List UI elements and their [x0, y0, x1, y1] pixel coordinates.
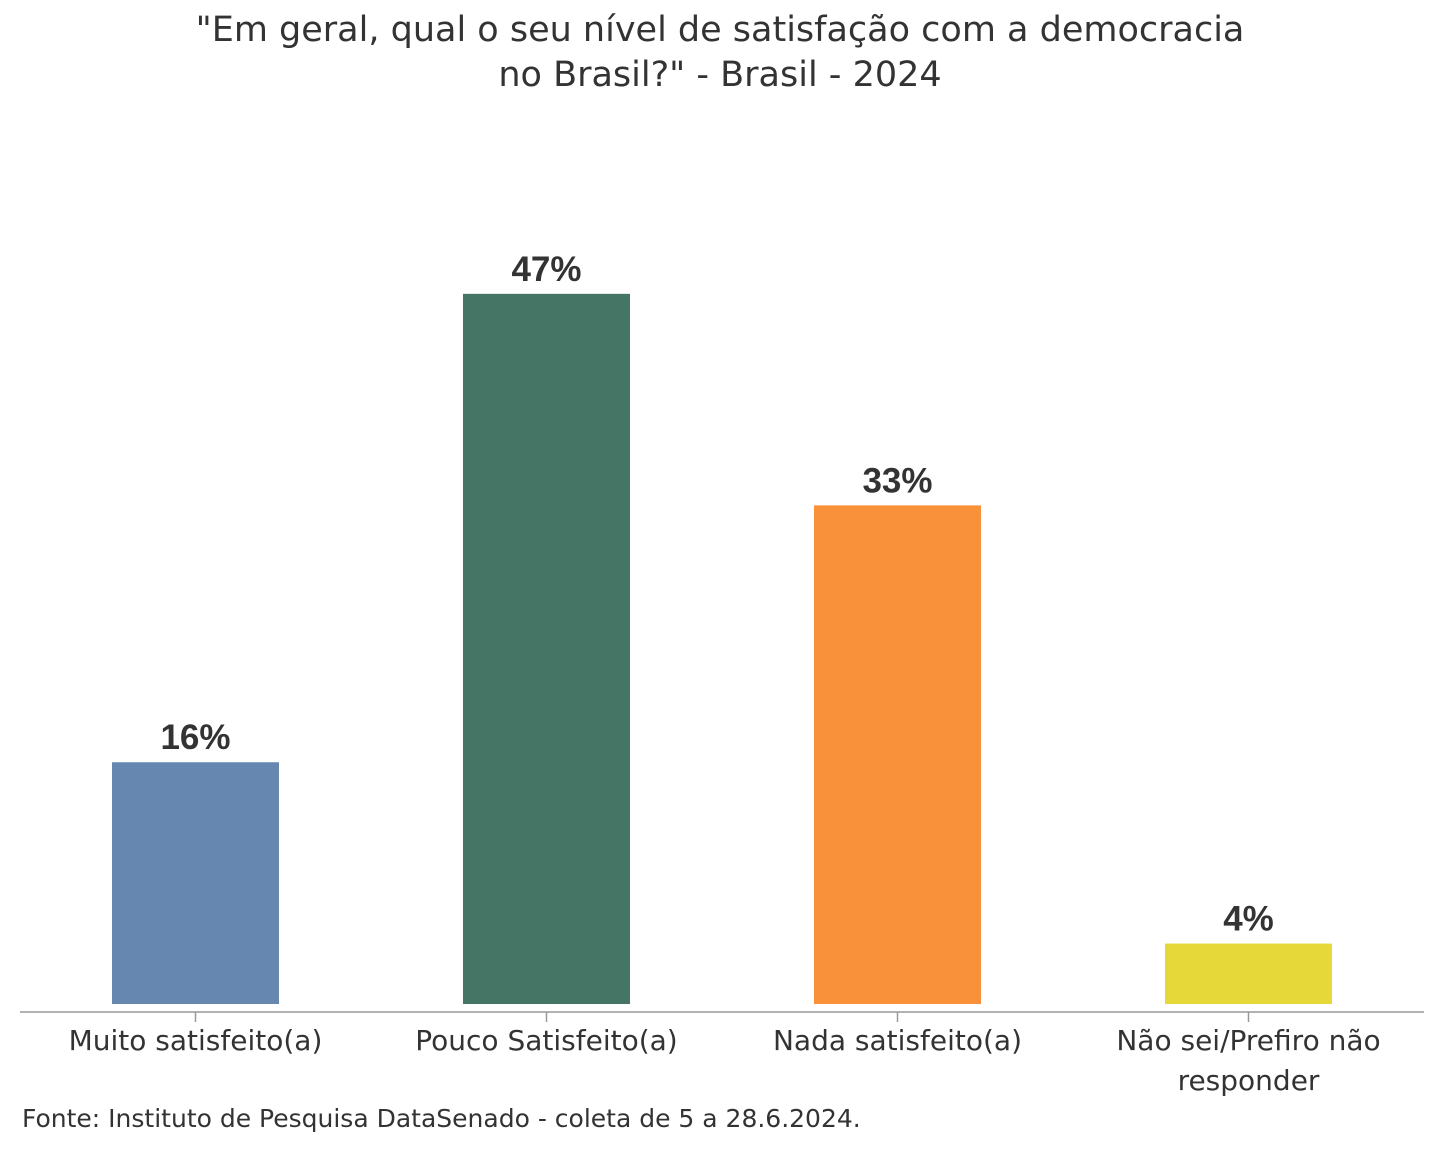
x-tick-label: Nada satisfeito(a): [773, 1024, 1022, 1057]
data-label: 16%: [160, 718, 230, 757]
x-tick-label: Pouco Satisfeito(a): [415, 1024, 677, 1057]
chart-title-line-1: "Em geral, qual o seu nível de satisfaçã…: [195, 10, 1245, 50]
bar: [112, 762, 279, 1004]
bar: [463, 293, 630, 1005]
source-note: Fonte: Instituto de Pesquisa DataSenado …: [22, 1104, 861, 1133]
data-label: 47%: [511, 250, 581, 289]
data-label: 33%: [862, 461, 932, 500]
x-tick-label: responder: [1178, 1064, 1320, 1097]
bar: [814, 505, 981, 1004]
x-tick-label: Muito satisfeito(a): [69, 1024, 323, 1057]
x-tick-label: Não sei/Prefiro não: [1116, 1024, 1380, 1057]
data-label: 4%: [1223, 900, 1274, 939]
bar: [1165, 943, 1332, 1004]
chart-title-line-2: no Brasil?" - Brasil - 2024: [498, 55, 942, 95]
chart-title: "Em geral, qual o seu nível de satisfaçã…: [0, 8, 1440, 98]
